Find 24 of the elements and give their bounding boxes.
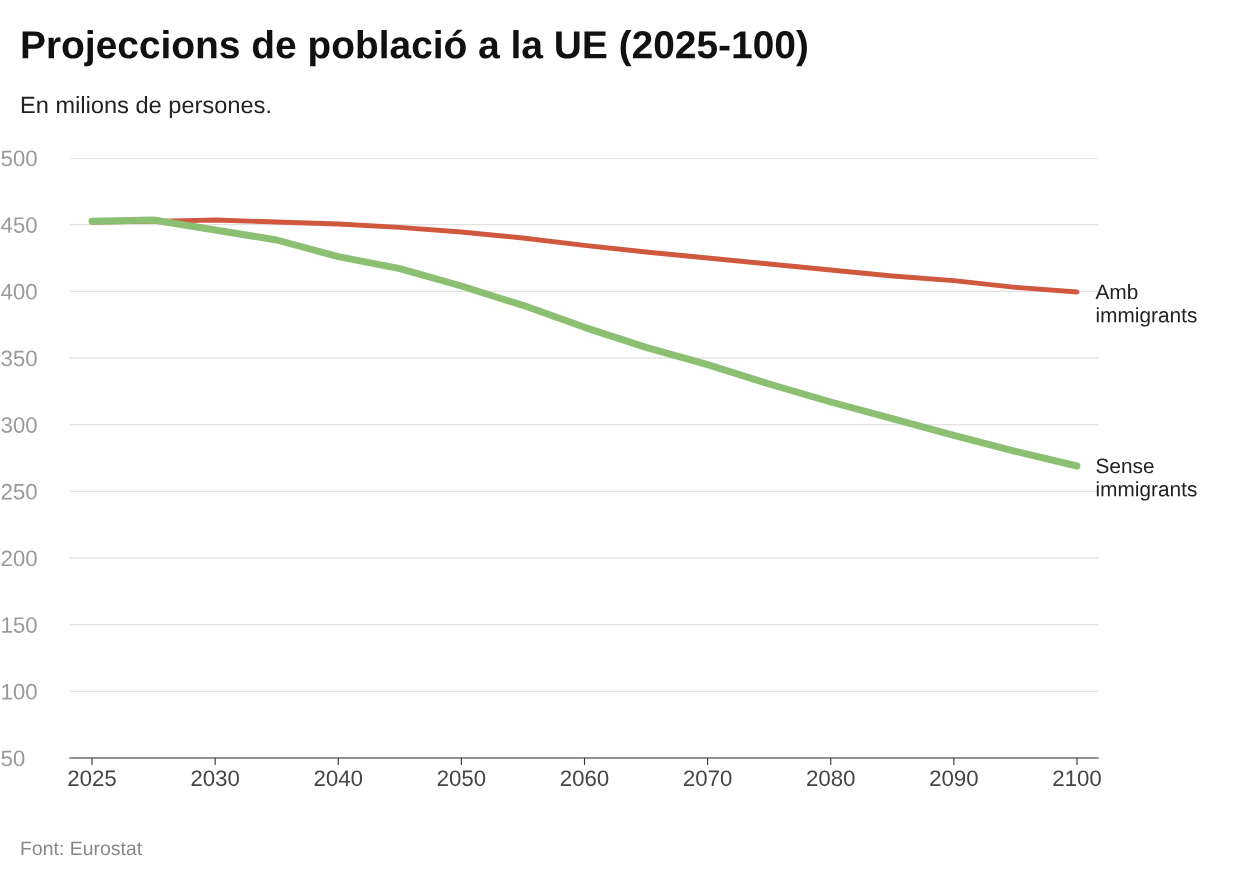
y-tick-label: 400 bbox=[1, 283, 37, 300]
x-tick-label: 2100 bbox=[1053, 770, 1101, 787]
x-tick-label: 2080 bbox=[807, 770, 855, 787]
y-tick-label: 50 bbox=[1, 750, 25, 767]
text: Font: Eurostat bbox=[21, 841, 142, 856]
chart-subtitle: En milions de persones. bbox=[21, 96, 270, 119]
series-label: Amb immigrants bbox=[1095, 284, 1197, 327]
x-tick-label: 2050 bbox=[437, 770, 486, 787]
chart-title: Projeccions de població a la UE (2025-100) bbox=[22, 29, 807, 67]
y-tick-label: 450 bbox=[1, 217, 37, 233]
x-tick-label: 2090 bbox=[930, 770, 978, 787]
y-tick-label: 350 bbox=[1, 350, 37, 367]
y-tick-label: 500 bbox=[1, 150, 37, 167]
y-tick-label: 200 bbox=[1, 550, 37, 567]
x-tick-label: 2030 bbox=[191, 770, 239, 787]
y-tick-label: 100 bbox=[2, 683, 37, 700]
x-tick-label: 2060 bbox=[560, 770, 609, 787]
x-tick-label: 2070 bbox=[684, 770, 732, 787]
y-tick-label: 250 bbox=[1, 483, 37, 500]
series-label: Sense immigrants bbox=[1096, 458, 1197, 501]
x-tick-label: 2040 bbox=[314, 770, 363, 787]
x-tick-label: 2025 bbox=[68, 770, 116, 787]
y-tick-label: 300 bbox=[1, 417, 37, 433]
y-tick-label: 150 bbox=[2, 617, 37, 633]
